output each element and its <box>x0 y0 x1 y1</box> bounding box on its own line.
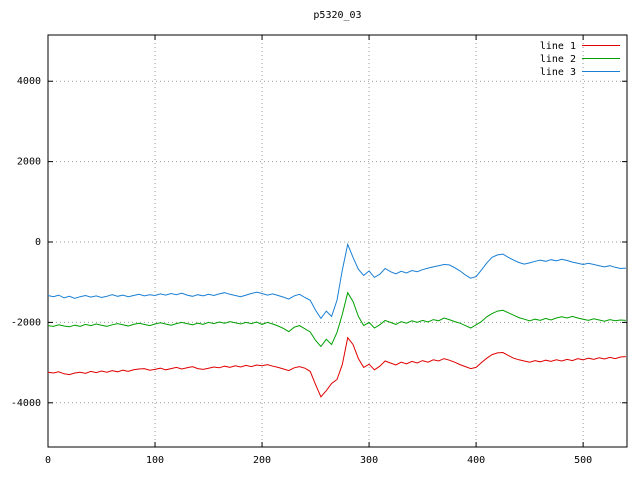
x-tick-label: 500 <box>574 455 592 466</box>
y-tick-label: 4000 <box>17 76 41 87</box>
chart-title: p5320_03 <box>313 10 361 21</box>
y-tick-label: -4000 <box>11 398 41 409</box>
legend-label: line 1 <box>540 41 576 52</box>
x-tick-label: 200 <box>253 455 271 466</box>
y-tick-label: 0 <box>35 237 41 248</box>
y-tick-label: -2000 <box>11 317 41 328</box>
plot-border <box>47 34 628 448</box>
x-tick-label: 300 <box>360 455 378 466</box>
legend-label: line 2 <box>540 54 576 65</box>
y-tick-label: 2000 <box>17 157 41 168</box>
series-line-1 <box>47 336 626 398</box>
series-line-2 <box>47 291 626 348</box>
x-tick-label: 0 <box>45 455 51 466</box>
series-line-3 <box>47 242 626 320</box>
x-tick-label: 100 <box>146 455 164 466</box>
legend-label: line 3 <box>540 67 576 78</box>
x-tick-label: 400 <box>467 455 485 466</box>
